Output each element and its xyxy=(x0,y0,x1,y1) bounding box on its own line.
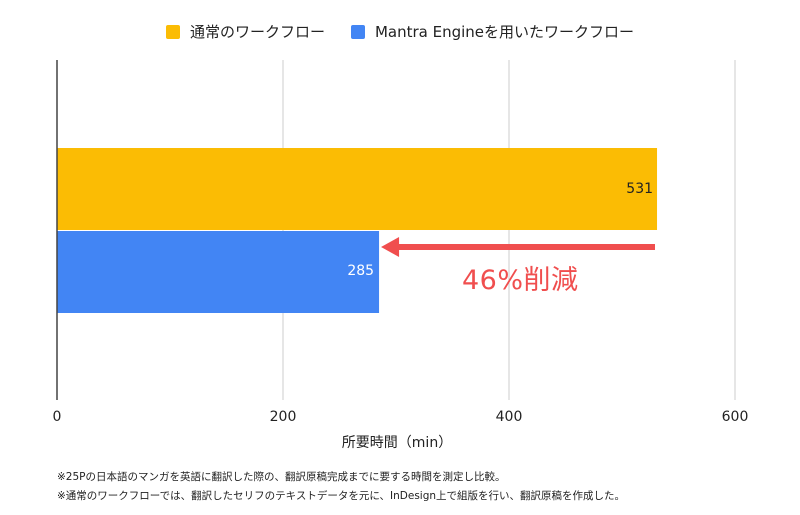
legend: 通常のワークフロー Mantra Engineを用いたワークフロー xyxy=(0,21,800,42)
footnote-1: ※25Pの日本語のマンガを英語に翻訳した際の、翻訳原稿完成までに要する時間を測定… xyxy=(57,471,506,483)
x-tick-600: 600 xyxy=(721,409,749,425)
reduction-annotation: 46%削減 xyxy=(462,265,579,296)
bar-mantra xyxy=(57,231,380,313)
legend-item-normal: 通常のワークフロー xyxy=(165,21,325,42)
x-tick-400: 400 xyxy=(495,409,523,425)
data-label-normal: 531 xyxy=(626,181,654,197)
legend-label-mantra: Mantra Engineを用いたワークフロー xyxy=(374,23,635,41)
reduction-arrow-head xyxy=(381,237,400,257)
legend-swatch-normal xyxy=(165,24,180,39)
legend-label-normal: 通常のワークフロー xyxy=(189,23,325,41)
x-axis-label: 所要時間（min） xyxy=(341,435,453,451)
x-tick-200: 200 xyxy=(269,409,297,425)
bar-normal xyxy=(57,148,658,230)
x-tick-0: 0 xyxy=(52,409,62,425)
legend-item-mantra: Mantra Engineを用いたワークフロー xyxy=(350,21,635,42)
footnote-2: ※通常のワークフローでは、翻訳したセリフのテキストデータを元に、InDesign… xyxy=(57,490,626,502)
legend-swatch-mantra xyxy=(350,24,365,39)
data-label-mantra: 285 xyxy=(347,263,375,279)
footnotes: ※25Pの日本語のマンガを英語に翻訳した際の、翻訳原稿完成までに要する時間を測定… xyxy=(57,468,625,506)
